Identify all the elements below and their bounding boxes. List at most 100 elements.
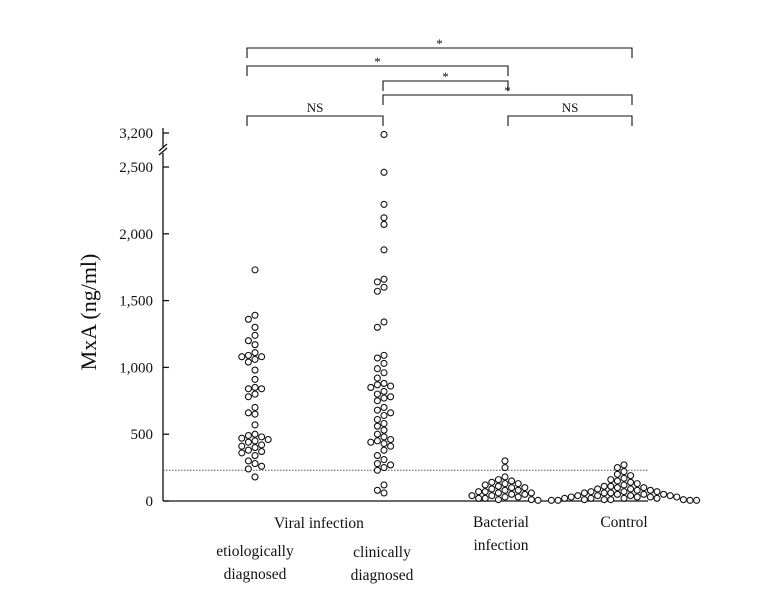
data-point xyxy=(580,496,588,504)
data-point xyxy=(494,489,502,497)
data-point xyxy=(380,456,388,464)
data-point xyxy=(244,465,252,473)
data-point xyxy=(620,468,628,476)
data-point xyxy=(251,323,259,331)
data-point xyxy=(620,461,628,469)
data-point xyxy=(653,494,661,502)
significance-label: * xyxy=(374,54,381,69)
data-point xyxy=(258,353,266,361)
data-point xyxy=(380,394,388,402)
data-point xyxy=(547,496,555,504)
axis-break-mark xyxy=(158,143,168,152)
data-point xyxy=(380,419,388,428)
data-point xyxy=(380,359,388,367)
significance-bracket xyxy=(382,80,509,91)
data-point xyxy=(380,246,388,254)
data-point xyxy=(251,452,259,460)
data-point xyxy=(594,492,602,500)
data-point xyxy=(258,448,266,456)
significance-bracket xyxy=(507,115,633,126)
data-point xyxy=(494,496,502,504)
data-point xyxy=(488,478,496,486)
data-point xyxy=(251,311,259,319)
data-point xyxy=(627,485,635,493)
significance-label: * xyxy=(436,36,443,51)
data-point xyxy=(501,486,509,494)
data-point xyxy=(373,381,381,389)
data-point xyxy=(380,464,388,472)
data-point xyxy=(373,390,381,398)
data-point xyxy=(686,496,694,504)
data-point xyxy=(508,484,516,492)
data-point xyxy=(380,481,388,489)
data-point xyxy=(607,489,615,497)
data-point xyxy=(660,490,668,498)
data-point xyxy=(238,353,246,361)
data-point xyxy=(613,490,621,498)
data-point xyxy=(251,390,259,398)
data-point xyxy=(373,406,381,414)
data-point xyxy=(251,473,259,481)
data-point xyxy=(251,355,259,363)
data-point xyxy=(380,351,388,359)
data-point xyxy=(380,440,388,448)
data-point xyxy=(251,331,259,339)
data-point xyxy=(481,481,489,489)
data-point xyxy=(514,486,522,494)
data-point xyxy=(554,496,562,504)
data-point xyxy=(481,488,489,496)
data-point xyxy=(251,430,259,438)
data-point xyxy=(494,482,502,490)
data-point xyxy=(387,435,395,444)
data-point xyxy=(607,496,615,504)
data-point xyxy=(501,480,509,488)
data-point xyxy=(373,354,381,362)
data-point xyxy=(373,460,381,468)
data-point xyxy=(607,476,615,484)
data-point xyxy=(251,410,259,418)
significance-label: NS xyxy=(307,100,324,115)
data-point xyxy=(646,493,654,501)
data-point xyxy=(367,383,375,391)
data-point xyxy=(494,476,502,484)
data-point xyxy=(251,349,259,357)
data-point xyxy=(238,449,246,457)
data-point xyxy=(607,482,615,490)
data-point xyxy=(373,287,381,295)
data-point xyxy=(244,385,252,393)
data-point xyxy=(244,431,252,440)
data-point xyxy=(620,481,628,489)
y-tick-label: 0 xyxy=(146,494,154,510)
data-point xyxy=(373,397,381,405)
data-point xyxy=(488,492,496,500)
data-point xyxy=(244,393,252,401)
data-point xyxy=(373,323,381,331)
data-point xyxy=(251,383,259,391)
data-point xyxy=(613,464,621,472)
data-point xyxy=(244,351,252,359)
data-point xyxy=(600,482,608,490)
category-etiologically-line1: etiologically xyxy=(216,543,294,560)
data-point xyxy=(627,472,635,480)
data-point xyxy=(380,130,388,139)
data-point xyxy=(244,337,252,345)
y-tick-label: 1,000 xyxy=(119,360,153,376)
data-point xyxy=(380,446,388,454)
data-point xyxy=(380,168,388,176)
data-point xyxy=(514,480,522,488)
data-point xyxy=(380,200,388,208)
data-point xyxy=(640,484,648,492)
data-point xyxy=(534,496,542,504)
data-point xyxy=(501,493,509,501)
data-point xyxy=(380,369,388,377)
data-point xyxy=(251,266,259,274)
data-point xyxy=(521,490,529,498)
data-point xyxy=(488,485,496,493)
data-point xyxy=(251,341,259,349)
data-point xyxy=(373,278,381,286)
data-point xyxy=(521,484,529,492)
significance-label: * xyxy=(504,83,511,98)
category-clinically-line2: diagnosed xyxy=(351,567,414,584)
data-point xyxy=(514,493,522,501)
